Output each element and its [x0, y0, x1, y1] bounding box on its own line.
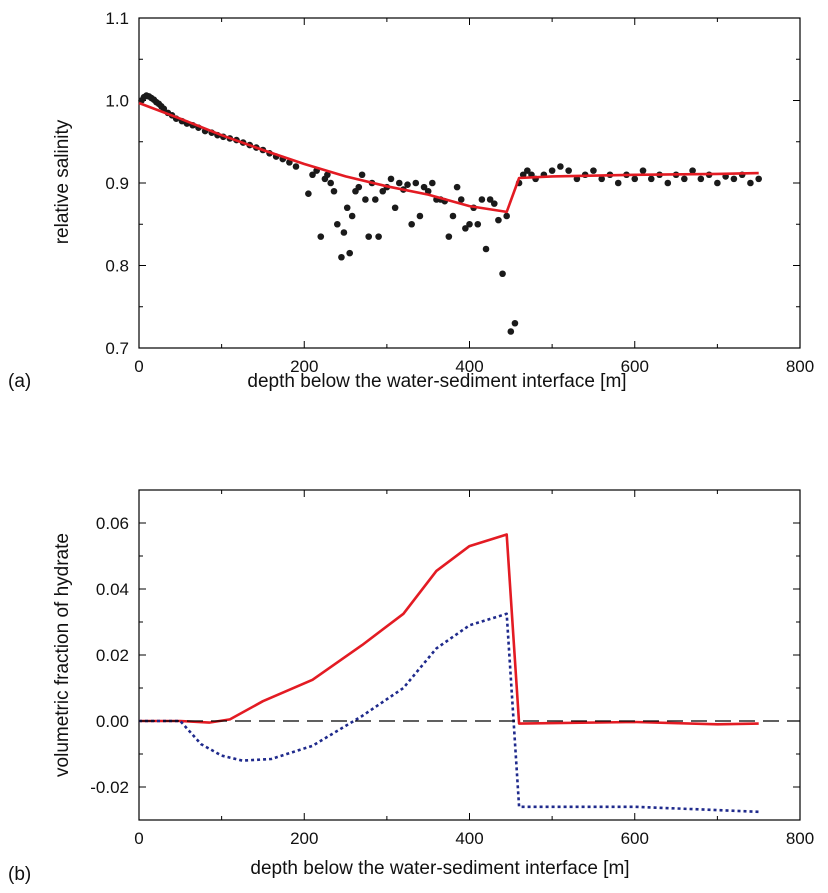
x-tick-label: 800 — [786, 357, 814, 376]
salinity-data-point — [512, 320, 519, 327]
y-tick-label: 1.1 — [105, 9, 129, 28]
x-tick-label: 800 — [786, 829, 814, 848]
salinity-data-point — [346, 250, 353, 257]
salinity-data-point — [454, 184, 461, 191]
y-tick-label: 0.7 — [105, 339, 129, 358]
salinity-data-point — [344, 204, 351, 211]
y-tick-label: 0.04 — [96, 580, 129, 599]
panel-a: 0 200 400 600 800 0.7 0.8 0.9 1.0 1.1 depth below… — [8, 9, 814, 392]
salinity-data-point — [341, 229, 348, 236]
salinity-data-point — [640, 167, 647, 174]
salinity-data-point — [474, 221, 481, 228]
salinity-data-point — [466, 221, 473, 228]
x-tick-label: 400 — [455, 829, 483, 848]
salinity-data-point — [450, 213, 457, 220]
salinity-data-point — [327, 180, 334, 187]
salinity-data-point — [483, 246, 490, 253]
salinity-data-point — [429, 180, 436, 187]
salinity-data-point — [305, 190, 312, 197]
salinity-data-point — [590, 167, 597, 174]
salinity-data-point — [349, 213, 356, 220]
salinity-data-point — [359, 171, 366, 178]
y-tick-label: 1.0 — [105, 92, 129, 111]
salinity-data-point — [362, 196, 369, 203]
salinity-data-point — [408, 221, 415, 228]
panel-a-axis-ticks — [139, 18, 800, 348]
salinity-data-point — [495, 217, 502, 224]
hydrate-dotted-line — [139, 614, 759, 812]
panel-b-ylabel: volumetric fraction of hydrate — [52, 533, 73, 777]
salinity-data-point — [396, 180, 403, 187]
y-tick-label: 0.02 — [96, 646, 129, 665]
salinity-data-point — [557, 163, 564, 170]
panel-a-label: (a) — [8, 371, 31, 392]
y-tick-label: 0.06 — [96, 514, 129, 533]
salinity-data-point — [365, 233, 372, 240]
salinity-data-point — [615, 180, 622, 187]
salinity-data-point — [372, 196, 379, 203]
panel-a-tick-labels: 0 200 400 600 800 0.7 0.8 0.9 1.0 1.1 — [105, 9, 814, 376]
salinity-data-point — [681, 176, 688, 183]
x-tick-label: 0 — [134, 357, 143, 376]
hydrate-solid-line — [139, 535, 759, 725]
salinity-data-point — [392, 204, 399, 211]
salinity-data-point — [412, 180, 419, 187]
salinity-data-point — [417, 213, 424, 220]
salinity-data-point — [747, 180, 754, 187]
panel-b-data — [139, 535, 800, 812]
panel-a-xlabel: depth below the water-sediment interface… — [247, 371, 626, 392]
panel-b-plot-frame — [139, 490, 800, 820]
panel-a-plot-frame — [139, 18, 800, 348]
panel-b-axis-ticks — [139, 490, 800, 820]
salinity-data-point — [388, 176, 395, 183]
panel-b-label: (b) — [8, 864, 31, 885]
panel-a-ylabel: relative salinity — [52, 119, 73, 244]
salinity-data-point — [355, 184, 362, 191]
panel-b-tick-labels: 0 200 400 600 800 -0.02 0.00 0.02 0.04 0.06 — [90, 514, 814, 848]
x-tick-label: 600 — [621, 829, 649, 848]
panel-b-xlabel: depth below the water-sediment interface… — [250, 858, 629, 879]
x-tick-label: 0 — [134, 829, 143, 848]
salinity-data-point — [499, 270, 506, 277]
salinity-data-point — [338, 254, 345, 261]
salinity-data-point — [446, 233, 453, 240]
y-tick-label: 0.8 — [105, 257, 129, 276]
salinity-data-point — [491, 200, 498, 207]
salinity-data-point — [565, 167, 572, 174]
salinity-data-point — [334, 221, 341, 228]
salinity-data-point — [479, 196, 486, 203]
panel-b: 0 200 400 600 800 -0.02 0.00 0.02 0.04 0.06 depth… — [8, 490, 814, 885]
y-tick-label: -0.02 — [90, 778, 129, 797]
panel-a-data — [138, 92, 762, 335]
salinity-data-point — [508, 328, 515, 335]
salinity-data-point — [714, 180, 721, 187]
x-tick-label: 200 — [290, 829, 318, 848]
salinity-data-point — [648, 176, 655, 183]
salinity-data-point — [404, 181, 411, 188]
salinity-model-line — [139, 103, 759, 212]
salinity-data-point — [755, 176, 762, 183]
y-tick-label: 0.00 — [96, 712, 129, 731]
y-tick-label: 0.9 — [105, 174, 129, 193]
salinity-data-point — [731, 176, 738, 183]
salinity-data-point — [293, 163, 300, 170]
salinity-data-point — [665, 180, 672, 187]
salinity-data-point — [375, 233, 382, 240]
salinity-data-point — [503, 213, 510, 220]
salinity-data-point — [698, 176, 705, 183]
salinity-data-point — [631, 176, 638, 183]
salinity-data-point — [317, 233, 324, 240]
salinity-data-point — [331, 188, 338, 195]
salinity-data-point — [549, 167, 556, 174]
